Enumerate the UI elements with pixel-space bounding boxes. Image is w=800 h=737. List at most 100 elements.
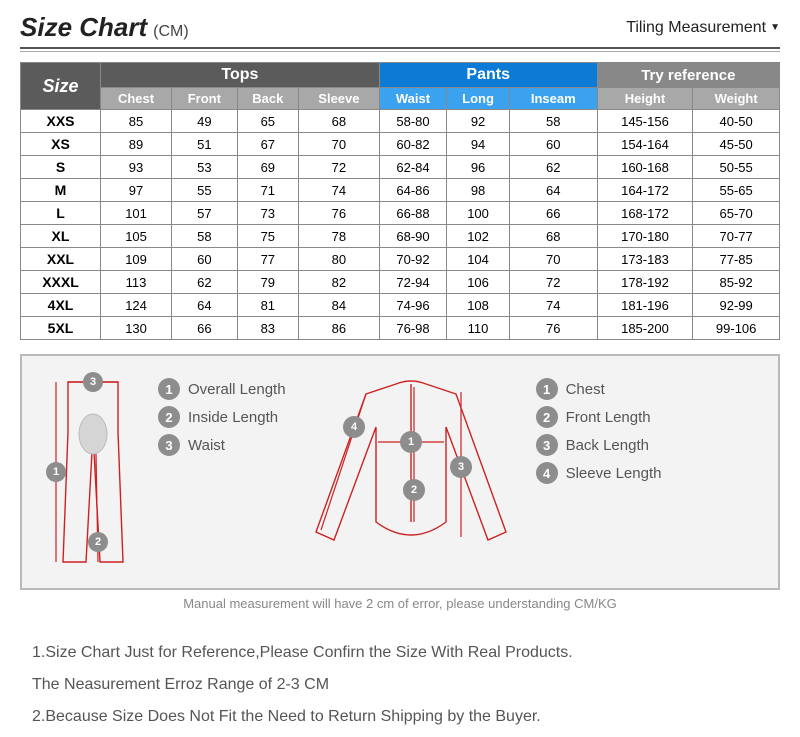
cell-chest: 89	[101, 133, 172, 156]
cell-back: 67	[237, 133, 298, 156]
legend-label: Back Length	[566, 437, 649, 454]
cell-chest: 93	[101, 156, 172, 179]
cell-long: 98	[447, 179, 510, 202]
table-row: 4XL12464818474-9610874181-19692-99	[21, 294, 780, 317]
cell-sleeve: 80	[299, 248, 380, 271]
cell-weight: 40-50	[693, 110, 780, 133]
note-1a: 1.Size Chart Just for Reference,Please C…	[32, 637, 800, 669]
table-row: XS8951677060-829460154-16445-50	[21, 133, 780, 156]
table-row: L10157737666-8810066168-17265-70	[21, 202, 780, 225]
cell-back: 73	[237, 202, 298, 225]
cell-chest: 85	[101, 110, 172, 133]
legend-label: Sleeve Length	[566, 465, 662, 482]
cell-long: 104	[447, 248, 510, 271]
header-bar: Size Chart (CM) Tiling Measurement ▼	[20, 12, 780, 49]
legend-item: 3Waist	[158, 434, 286, 456]
cell-size: 5XL	[21, 317, 101, 340]
col-sleeve: Sleeve	[299, 88, 380, 110]
cell-waist: 58-80	[379, 110, 446, 133]
cell-height: 164-172	[597, 179, 693, 202]
page-title: Size Chart	[20, 12, 147, 43]
cell-sleeve: 82	[299, 271, 380, 294]
cell-inseam: 60	[509, 133, 597, 156]
svg-text:2: 2	[411, 484, 417, 496]
cell-inseam: 68	[509, 225, 597, 248]
cell-height: 168-172	[597, 202, 693, 225]
legend-badge: 3	[536, 434, 558, 456]
cell-height: 185-200	[597, 317, 693, 340]
cell-inseam: 62	[509, 156, 597, 179]
legend-item: 2 Inside Length	[158, 406, 286, 428]
legend-label: Inside Length	[188, 409, 278, 426]
cell-weight: 50-55	[693, 156, 780, 179]
cell-back: 65	[237, 110, 298, 133]
cell-waist: 70-92	[379, 248, 446, 271]
col-inseam: Inseam	[509, 88, 597, 110]
cell-inseam: 76	[509, 317, 597, 340]
svg-text:1: 1	[408, 436, 414, 448]
col-waist: Waist	[379, 88, 446, 110]
cell-chest: 124	[101, 294, 172, 317]
table-row: M9755717464-869864164-17255-65	[21, 179, 780, 202]
cell-size: M	[21, 179, 101, 202]
cell-height: 173-183	[597, 248, 693, 271]
cell-waist: 74-96	[379, 294, 446, 317]
cell-size: XL	[21, 225, 101, 248]
svg-text:3: 3	[458, 461, 464, 473]
cell-size: 4XL	[21, 294, 101, 317]
cell-chest: 101	[101, 202, 172, 225]
cell-size: XXXL	[21, 271, 101, 294]
group-tops: Tops	[101, 63, 380, 88]
measurement-dropdown[interactable]: Tiling Measurement ▼	[626, 19, 780, 37]
cell-size: XS	[21, 133, 101, 156]
cell-back: 79	[237, 271, 298, 294]
cell-sleeve: 84	[299, 294, 380, 317]
legend-badge: 1	[158, 378, 180, 400]
cell-size: XXL	[21, 248, 101, 271]
measurement-diagram: 1 2 3 1 Overall Length 2 Inside Length 3Wais…	[20, 354, 780, 590]
group-try: Try reference	[597, 63, 779, 88]
group-pants: Pants	[379, 63, 597, 88]
legend-label: Front Length	[566, 409, 651, 426]
cell-weight: 45-50	[693, 133, 780, 156]
legend-item: 3 Back Length	[536, 434, 662, 456]
cell-height: 178-192	[597, 271, 693, 294]
cell-size: XXS	[21, 110, 101, 133]
cell-front: 58	[172, 225, 238, 248]
legend-label: Overall Length	[188, 381, 286, 398]
cell-weight: 55-65	[693, 179, 780, 202]
table-row: XXL10960778070-9210470173-18377-85	[21, 248, 780, 271]
cell-long: 106	[447, 271, 510, 294]
cell-long: 102	[447, 225, 510, 248]
cell-front: 66	[172, 317, 238, 340]
footnotes: 1.Size Chart Just for Reference,Please C…	[0, 623, 800, 733]
cell-long: 110	[447, 317, 510, 340]
cell-waist: 66-88	[379, 202, 446, 225]
svg-text:1: 1	[53, 466, 59, 478]
cell-front: 49	[172, 110, 238, 133]
measurement-label: Tiling Measurement	[626, 19, 766, 37]
legend-item: 2Front Length	[536, 406, 662, 428]
cell-sleeve: 70	[299, 133, 380, 156]
cell-back: 83	[237, 317, 298, 340]
table-row: 5XL13066838676-9811076185-20099-106	[21, 317, 780, 340]
cell-sleeve: 78	[299, 225, 380, 248]
note-2: 2.Because Size Does Not Fit the Need to …	[32, 701, 800, 733]
cell-height: 154-164	[597, 133, 693, 156]
cell-inseam: 64	[509, 179, 597, 202]
cell-inseam: 72	[509, 271, 597, 294]
cell-inseam: 58	[509, 110, 597, 133]
cell-waist: 64-86	[379, 179, 446, 202]
col-weight: Weight	[693, 88, 780, 110]
cell-height: 181-196	[597, 294, 693, 317]
table-row: XXS8549656858-809258145-15640-50	[21, 110, 780, 133]
cell-long: 100	[447, 202, 510, 225]
legend-badge: 2	[158, 406, 180, 428]
cell-back: 71	[237, 179, 298, 202]
svg-text:3: 3	[90, 376, 96, 388]
cell-front: 64	[172, 294, 238, 317]
table-row: XL10558757868-9010268170-18070-77	[21, 225, 780, 248]
note-1b: The Neasurement Erroz Range of 2-3 CM	[32, 669, 800, 701]
legend-badge: 4	[536, 462, 558, 484]
cell-long: 92	[447, 110, 510, 133]
